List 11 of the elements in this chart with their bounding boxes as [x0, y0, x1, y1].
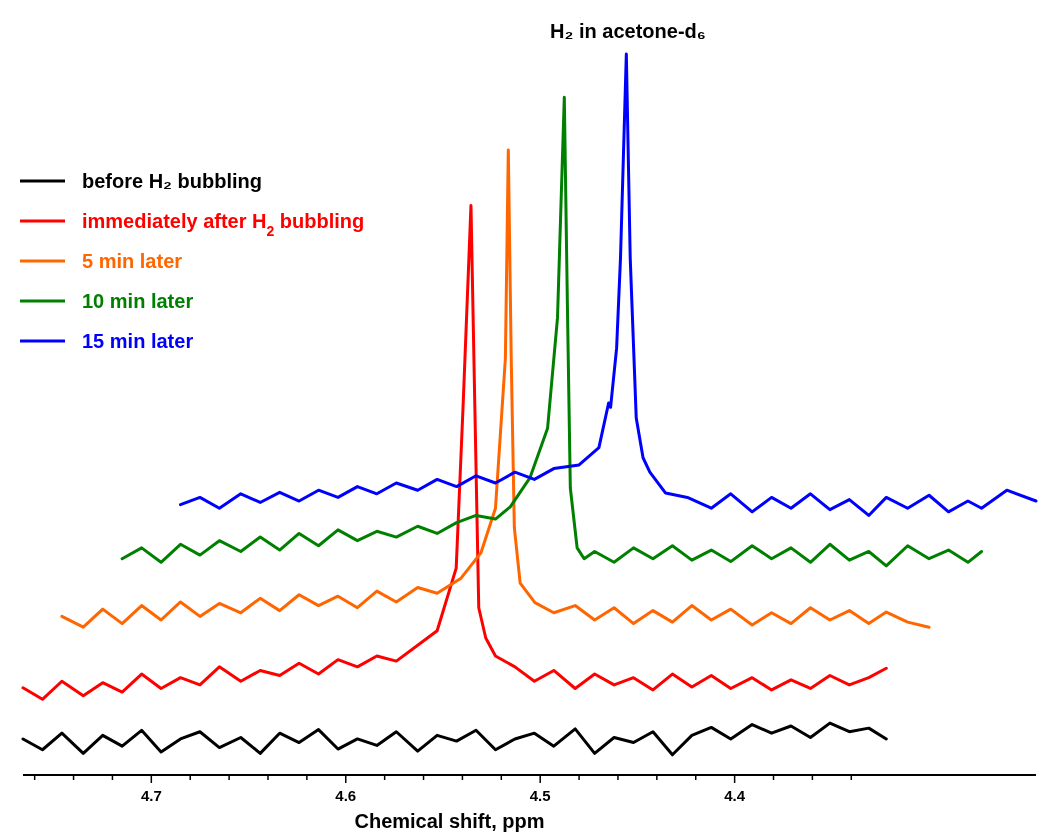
x-axis-title: Chemical shift, ppm [354, 810, 545, 832]
chart-title: H₂ in acetone-d₆ [550, 20, 706, 42]
x-tick-label: 4.4 [724, 787, 746, 804]
legend-label: 5 min later [82, 250, 183, 272]
legend-label: before H₂ bubbling [82, 170, 262, 192]
x-tick-label: 4.6 [335, 787, 357, 804]
legend-label: immediately after H$_{2}$ bubbling [82, 210, 365, 239]
legend-label: 10 min later [82, 290, 194, 312]
x-tick-label: 4.5 [529, 787, 551, 804]
x-tick-label: 4.7 [140, 787, 162, 804]
legend-label: 15 min later [82, 330, 194, 352]
